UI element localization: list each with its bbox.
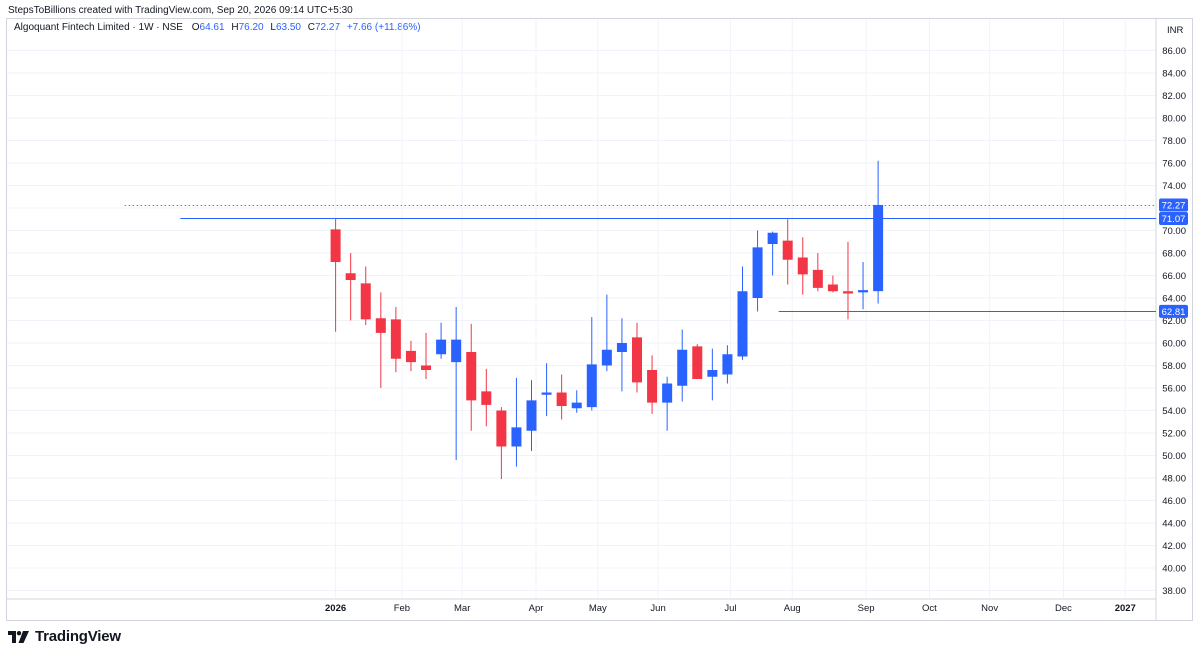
candle-body <box>345 273 356 280</box>
candle-body <box>511 427 522 447</box>
candle-body <box>601 349 612 366</box>
y-tick-label: 82.00 <box>1162 91 1186 102</box>
price-level-tag <box>1159 211 1188 225</box>
y-tick-label: 50.00 <box>1162 451 1186 462</box>
y-tick-label: 56.00 <box>1162 384 1186 395</box>
candle-body <box>632 337 642 383</box>
x-tick-label: 2026 <box>325 603 346 614</box>
candle-body <box>827 284 838 292</box>
open-label: O <box>191 22 200 33</box>
low-label: L <box>270 22 276 33</box>
candle-body <box>481 391 492 405</box>
y-tick-label: 76.00 <box>1162 159 1186 170</box>
tradingview-logo-icon <box>8 630 29 643</box>
candle-body <box>375 318 386 333</box>
candle-body <box>330 229 341 262</box>
change-value: +7.66 (+11.86%) <box>346 22 421 33</box>
x-tick-label: 2027 <box>1115 603 1136 614</box>
y-tick-label: 46.00 <box>1162 496 1186 507</box>
x-tick-label: May <box>589 603 607 614</box>
candle-body <box>405 350 416 363</box>
x-tick-label: Mar <box>454 603 470 614</box>
ohlc-legend: Algoquant Fintech Limited · 1W · NSE O64… <box>14 22 421 33</box>
candle-body <box>858 290 869 293</box>
candle-body <box>571 402 582 409</box>
y-tick-label: 68.00 <box>1162 249 1186 260</box>
y-tick-label: 40.00 <box>1162 564 1186 575</box>
x-tick-label: Sep <box>858 603 875 614</box>
y-tick-label: 78.00 <box>1162 136 1186 147</box>
price-level-tag <box>1159 198 1188 212</box>
y-tick-label: 44.00 <box>1162 519 1186 530</box>
candle-body <box>360 283 371 320</box>
y-tick-label: 70.00 <box>1162 226 1186 237</box>
candle-body <box>707 370 718 377</box>
x-tick-label: Jun <box>650 603 665 614</box>
candle-body <box>662 383 673 403</box>
candle-body <box>526 400 537 431</box>
x-tick-label: Nov <box>981 603 998 614</box>
candle-body <box>812 269 823 288</box>
x-tick-label: Aug <box>784 603 801 614</box>
y-tick-label: 66.00 <box>1162 271 1186 282</box>
candle-body <box>722 354 733 375</box>
chart-credit: StepsToBillions created with TradingView… <box>8 5 353 16</box>
tradingview-wordmark: TradingView <box>35 628 121 645</box>
y-tick-label: 74.00 <box>1162 181 1186 192</box>
candle-body <box>436 339 447 355</box>
x-tick-label: Oct <box>922 603 937 614</box>
candle-body <box>782 240 793 260</box>
y-tick-label: 58.00 <box>1162 361 1186 372</box>
candle-body <box>390 319 401 359</box>
candle-body <box>677 349 688 386</box>
y-tick-label: 52.00 <box>1162 429 1186 440</box>
candle-body <box>421 365 432 370</box>
close-value: 72.27 <box>315 22 341 33</box>
candle-body <box>466 352 477 401</box>
y-tick-label: 38.00 <box>1162 586 1186 597</box>
candle-body <box>586 364 597 408</box>
candle-body <box>692 346 703 379</box>
y-tick-label: 86.00 <box>1162 46 1186 57</box>
candle-body <box>842 291 853 294</box>
low-value: 63.50 <box>275 22 301 33</box>
y-tick-label: 60.00 <box>1162 339 1186 350</box>
price-level-tag <box>1159 304 1188 318</box>
candle-body <box>647 370 658 403</box>
price-level-tag-text: 62.81 <box>1162 307 1186 318</box>
candle-body <box>797 257 808 275</box>
price-level-tag-text: 72.27 <box>1162 200 1186 211</box>
tradingview-logo: TradingView <box>8 628 121 645</box>
y-tick-label: 42.00 <box>1162 541 1186 552</box>
y-tick-label: 48.00 <box>1162 474 1186 485</box>
candle-body <box>556 392 567 406</box>
chart-frame <box>6 18 1193 621</box>
y-tick-label: 80.00 <box>1162 114 1186 125</box>
candle-body <box>873 204 884 292</box>
candle-body <box>496 410 507 447</box>
candle-body <box>752 247 763 298</box>
x-tick-label: Dec <box>1055 603 1072 614</box>
high-label: H <box>231 22 239 33</box>
y-tick-label: 84.00 <box>1162 69 1186 80</box>
y-tick-label: 64.00 <box>1162 294 1186 305</box>
symbol-title[interactable]: Algoquant Fintech Limited · 1W · NSE <box>14 22 183 33</box>
y-tick-label: 62.00 <box>1162 316 1186 327</box>
candle-body <box>451 339 462 363</box>
candle-body <box>616 343 627 352</box>
candle-body <box>541 392 552 395</box>
candle-body <box>737 291 748 357</box>
open-value: 64.61 <box>199 22 225 33</box>
high-value: 76.20 <box>238 22 264 33</box>
close-label: C <box>307 22 315 33</box>
currency-label: INR <box>1167 25 1184 36</box>
x-tick-label: Jul <box>724 603 736 614</box>
price-level-tag-text: 71.07 <box>1162 214 1186 225</box>
y-tick-label: 54.00 <box>1162 406 1186 417</box>
candle-body <box>767 232 778 244</box>
x-tick-label: Apr <box>529 603 544 614</box>
x-tick-label: Feb <box>394 603 410 614</box>
